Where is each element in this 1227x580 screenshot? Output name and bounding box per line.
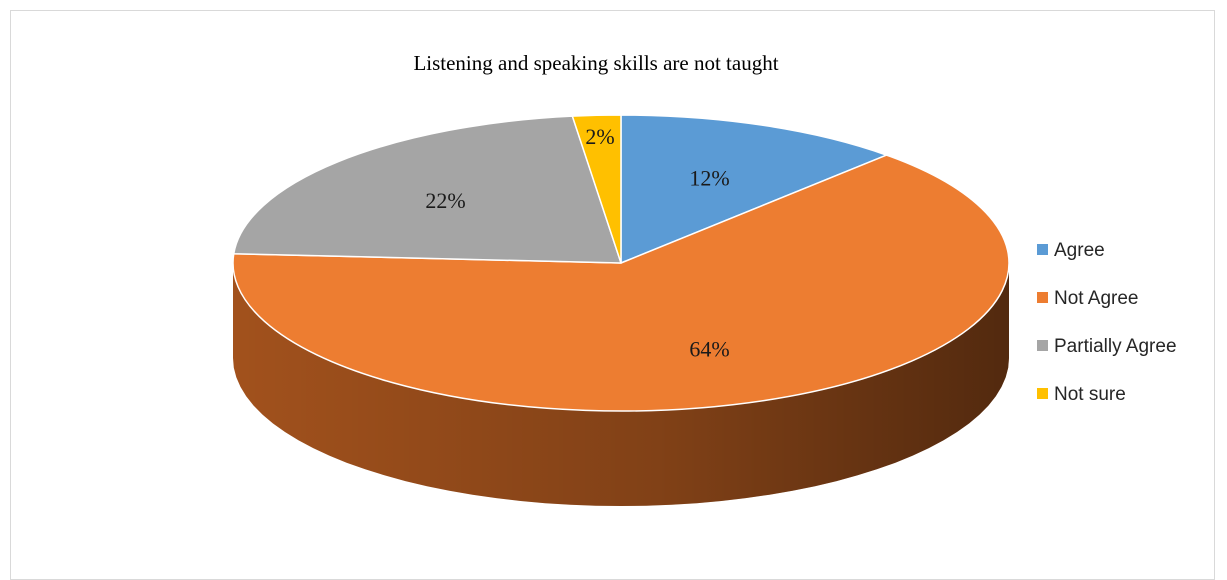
pie-slice-not-agree	[232, 154, 1010, 412]
pie-slice-partially-agree	[233, 115, 622, 264]
legend-label-not-agree: Not Agree	[1054, 288, 1139, 309]
legend-swatch-partially-agree	[1037, 340, 1048, 351]
pie-slice-not-sure	[571, 114, 622, 264]
legend: Agree Not Agree Partially Agree Not sure	[1037, 240, 1177, 405]
data-label-agree: 12%	[689, 166, 729, 191]
legend-swatch-not-sure	[1037, 388, 1048, 399]
legend-swatch-not-agree	[1037, 292, 1048, 303]
legend-label-agree: Agree	[1054, 240, 1105, 261]
data-label-not-sure: 2%	[585, 124, 614, 149]
pie-slice-agree	[620, 114, 888, 264]
pie-data-labels: 12% 64% 22% 2%	[425, 124, 729, 361]
data-label-not-agree: 64%	[689, 336, 729, 361]
legend-label-partially-agree: Partially Agree	[1054, 336, 1177, 357]
chart-title: Listening and speaking skills are not ta…	[413, 51, 778, 75]
legend-label-not-sure: Not sure	[1054, 384, 1126, 405]
pie-side-not-agree-shade	[233, 263, 1009, 506]
pie-top-slices	[232, 114, 1010, 412]
pie-side-walls	[233, 263, 1009, 506]
data-label-partially-agree: 22%	[425, 188, 465, 213]
legend-swatch-agree	[1037, 244, 1048, 255]
